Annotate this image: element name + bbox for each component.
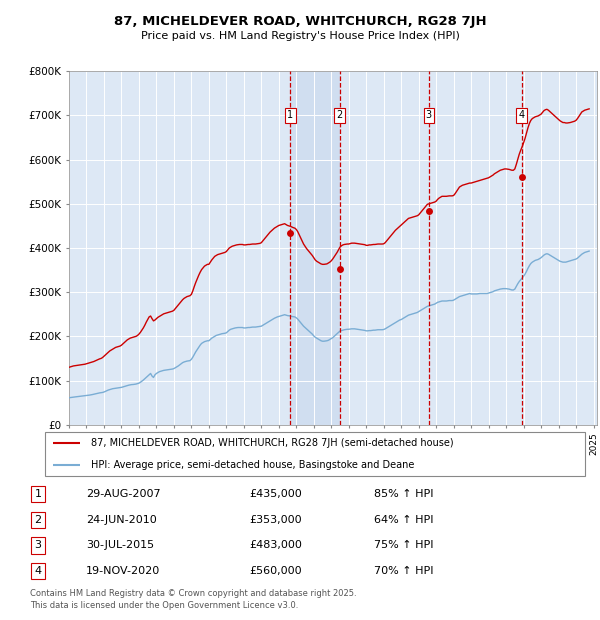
Text: £483,000: £483,000 <box>250 541 302 551</box>
Text: 24-JUN-2010: 24-JUN-2010 <box>86 515 157 525</box>
Text: 29-AUG-2007: 29-AUG-2007 <box>86 489 161 499</box>
Text: 85% ↑ HPI: 85% ↑ HPI <box>374 489 433 499</box>
Text: £353,000: £353,000 <box>250 515 302 525</box>
Text: £435,000: £435,000 <box>250 489 302 499</box>
Text: 1: 1 <box>35 489 41 499</box>
Text: 2: 2 <box>337 110 343 120</box>
Text: Price paid vs. HM Land Registry's House Price Index (HPI): Price paid vs. HM Land Registry's House … <box>140 31 460 41</box>
Text: 64% ↑ HPI: 64% ↑ HPI <box>374 515 433 525</box>
Text: 70% ↑ HPI: 70% ↑ HPI <box>374 566 433 576</box>
Text: 30-JUL-2015: 30-JUL-2015 <box>86 541 154 551</box>
Text: 1: 1 <box>287 110 293 120</box>
Text: 4: 4 <box>518 110 524 120</box>
Text: 3: 3 <box>426 110 432 120</box>
Text: 4: 4 <box>35 566 41 576</box>
Text: HPI: Average price, semi-detached house, Basingstoke and Deane: HPI: Average price, semi-detached house,… <box>91 460 415 470</box>
FancyBboxPatch shape <box>45 432 585 476</box>
Text: Contains HM Land Registry data © Crown copyright and database right 2025.: Contains HM Land Registry data © Crown c… <box>30 589 356 598</box>
Text: This data is licensed under the Open Government Licence v3.0.: This data is licensed under the Open Gov… <box>30 601 298 611</box>
Text: 87, MICHELDEVER ROAD, WHITCHURCH, RG28 7JH: 87, MICHELDEVER ROAD, WHITCHURCH, RG28 7… <box>113 16 487 29</box>
Bar <box>290 71 340 425</box>
Text: £560,000: £560,000 <box>250 566 302 576</box>
Text: 87, MICHELDEVER ROAD, WHITCHURCH, RG28 7JH (semi-detached house): 87, MICHELDEVER ROAD, WHITCHURCH, RG28 7… <box>91 438 454 448</box>
Text: 3: 3 <box>35 541 41 551</box>
Text: 75% ↑ HPI: 75% ↑ HPI <box>374 541 433 551</box>
Text: 2: 2 <box>35 515 41 525</box>
Text: 19-NOV-2020: 19-NOV-2020 <box>86 566 160 576</box>
